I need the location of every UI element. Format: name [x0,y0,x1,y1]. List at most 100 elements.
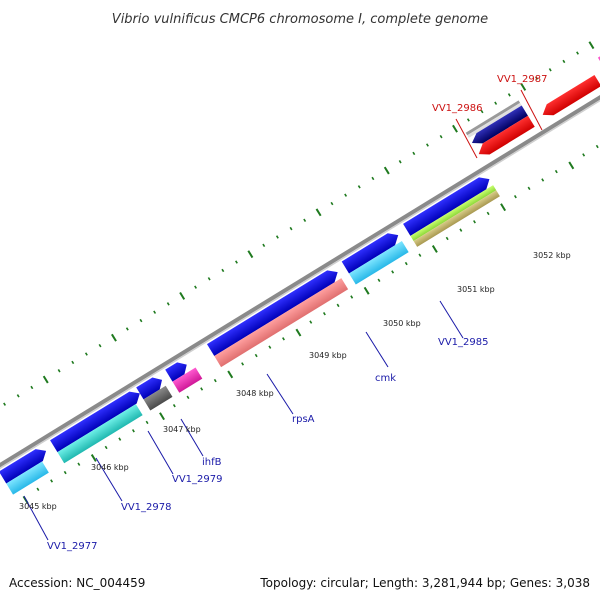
inner-tick-mark [213,378,217,383]
outer-tick-mark [207,277,211,281]
gene-arrow-rpsA[interactable] [206,266,349,368]
outer-tick-mark [111,333,117,342]
outer-tick-mark [235,260,238,264]
inner-tick-mark [172,403,176,408]
kbp-label: 3052 kbp [533,251,571,260]
outer-tick-mark [494,101,498,105]
inner-tick-mark [268,345,272,349]
kbp-label: 3051 kbp [457,285,495,294]
gene-label[interactable]: VV1_2986 [432,103,483,114]
inner-tick-mark [336,303,340,308]
outer-tick-mark [412,151,416,156]
inner-tick-mark [459,228,463,232]
inner-tick-mark [363,286,370,295]
inner-tick-mark [377,278,381,282]
kbp-label: 3047 kbp [163,425,201,434]
inner-tick-mark [131,429,135,433]
inner-tick-mark [431,245,438,253]
gene-arrow-vv1-2987[interactable] [539,74,600,120]
outer-tick-mark [398,160,402,164]
kbp-labels: 3045 kbp 3046 kbp 3047 kbp 3048 kbp 3049 kbp… [19,251,571,511]
outer-tick-mark [330,201,334,206]
outer-tick-mark [576,51,579,55]
inner-tick-mark [254,353,258,358]
outer-tick-mark [480,109,484,114]
inner-tick-mark [582,153,586,157]
gene-label[interactable]: VV1_2977 [47,541,98,552]
outer-tick-mark [425,143,429,147]
outer-tick-mark [588,41,595,50]
kbp-label: 3050 kbp [383,319,421,328]
inner-tick-mark [159,412,165,421]
gene-callout-line [180,418,204,457]
gene-label[interactable]: ihfB [202,457,222,468]
gene-arrow-vv1-2986[interactable] [465,100,535,159]
outer-tick-mark [179,292,186,300]
inner-tick-mark [554,169,558,174]
outer-tick-mark [247,250,254,259]
outer-tick-mark [315,208,322,217]
outer-tick-mark [125,327,129,331]
outer-tick-mark [98,343,102,348]
inner-tick-row [22,144,599,504]
gene-callout-line [365,331,389,368]
inner-tick-mark [391,270,395,274]
inner-tick-mark [568,161,575,170]
kbp-label: 3045 kbp [19,502,57,511]
outer-tick-mark [194,285,198,289]
inner-tick-mark [118,437,122,441]
outer-tick-mark [344,193,348,197]
outer-tick-mark [357,185,361,189]
outer-tick-mark [439,134,443,139]
inner-tick-mark [282,337,285,341]
kbp-label: 3048 kbp [236,389,274,398]
inner-tick-mark [227,370,234,379]
genome-backbone [0,43,600,476]
gene-label[interactable]: VV1_2985 [438,337,489,348]
outer-tick-mark [84,352,88,356]
outer-tick-mark [139,318,143,323]
outer-tick-mark [166,302,170,306]
gene-label[interactable]: VV1_2978 [121,502,172,513]
inner-tick-mark [241,362,245,366]
inner-tick-mark [541,178,545,182]
inner-tick-mark [186,395,190,400]
gene-label[interactable]: VV1_2987 [497,74,548,85]
gene-arrow-ihfB[interactable] [165,356,203,393]
outer-tick-mark [16,394,20,398]
inner-tick-mark [350,295,354,299]
inner-tick-mark [309,320,313,324]
inner-tick-mark [473,220,476,224]
gene-callout-line [95,457,123,502]
gene-arrow-vv1-2985[interactable] [403,173,500,247]
inner-tick-mark [486,211,490,216]
gene-label[interactable]: rpsA [292,414,315,425]
inner-tick-mark [63,470,67,475]
outer-tick-mark [153,310,157,314]
outer-tick-row [3,41,595,406]
outer-tick-mark [262,243,266,248]
outer-tick-mark [30,385,34,390]
outer-tick-mark [42,375,49,384]
gene-arrow-cmk[interactable] [341,229,409,285]
outer-tick-mark [535,76,539,80]
outer-tick-mark [452,124,458,133]
gene-arrow-vv1-2978[interactable] [50,387,150,464]
gene-label[interactable]: cmk [375,373,396,384]
outer-tick-mark [3,402,7,406]
gene-arrow-vv1-2977[interactable] [0,445,57,495]
outer-tick-mark [303,218,307,222]
genome-backbone-shadow [0,46,600,477]
gene-callout-line [520,89,543,131]
outer-tick-mark [466,118,470,122]
inner-tick-mark [104,445,108,450]
gene-arrow-vv1-2979[interactable] [136,374,173,411]
gene-label-callouts: VV1_2977 VV1_2978 VV1_2979 ihfB rpsA cmk VV1_2… [23,74,548,552]
inner-tick-mark [50,479,54,483]
outer-tick-mark [507,93,511,97]
gene-label[interactable]: VV1_2979 [172,474,223,485]
outer-tick-mark [71,360,75,365]
inner-tick-mark [295,328,302,337]
inner-tick-mark [418,253,422,257]
inner-tick-mark [595,144,599,149]
